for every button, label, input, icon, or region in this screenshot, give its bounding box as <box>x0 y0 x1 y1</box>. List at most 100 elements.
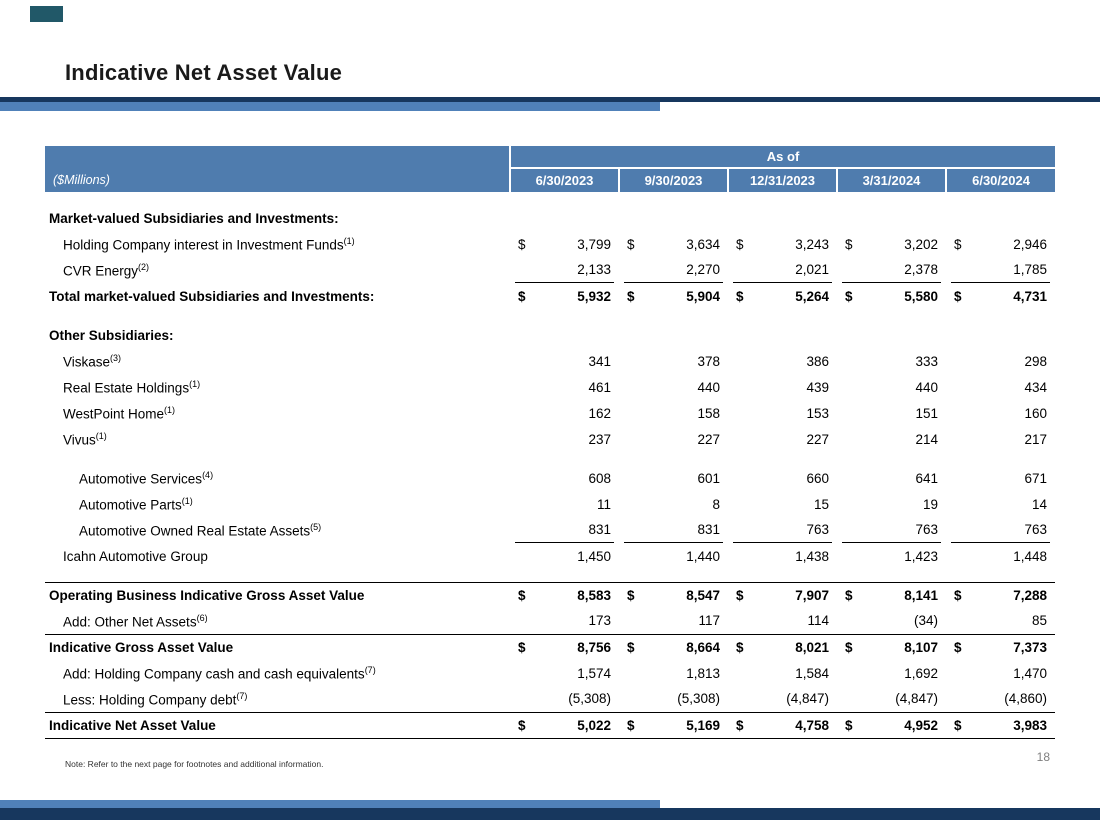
cell-value: 1,423 <box>904 548 938 564</box>
row-label: Add: Other Net Assets(6) <box>63 612 208 630</box>
footnote-marker: (1) <box>95 430 107 441</box>
value-cell: $4,731 <box>946 283 1055 309</box>
cell-value: 8 <box>712 496 720 512</box>
page-number: 18 <box>1036 750 1050 764</box>
value-cell: $5,022 <box>510 711 619 739</box>
spacer-cell <box>45 192 1055 205</box>
cell-value: 1,692 <box>904 665 938 681</box>
row-label: CVR Energy(2) <box>63 261 150 279</box>
cell-value: 461 <box>588 379 611 395</box>
currency-symbol: $ <box>518 288 526 304</box>
value-cell: 439 <box>728 374 837 400</box>
asof-label: As of <box>510 146 1056 169</box>
row-label: Indicative Gross Asset Value <box>45 633 510 660</box>
value-cell: $5,580 <box>837 283 946 309</box>
value-cell: 2,133 <box>510 257 619 283</box>
cell-value: 158 <box>697 405 720 421</box>
cell-value: 1,813 <box>686 665 720 681</box>
row-label: Holding Company interest in Investment F… <box>63 235 355 253</box>
cell-value: 85 <box>1032 613 1048 629</box>
value-cell: 151 <box>837 400 946 426</box>
cell-value: 608 <box>588 470 611 486</box>
cell-value: 1,450 <box>577 548 611 564</box>
column-header-4: 3/31/2024 <box>836 168 946 192</box>
cell-value: 641 <box>915 470 938 486</box>
value-cell: 440 <box>837 374 946 400</box>
cell-value: 439 <box>806 379 829 395</box>
cell-value: 1,438 <box>795 548 829 564</box>
cell-value: 19 <box>922 496 938 512</box>
currency-symbol: $ <box>845 717 853 733</box>
value-cell: 1,785 <box>946 257 1055 283</box>
row-label: Viskase(3) <box>63 352 122 370</box>
cell-value: 341 <box>588 353 611 369</box>
cell-value: 763 <box>806 522 829 537</box>
cell-value: 8,141 <box>904 587 938 603</box>
row-label: Automotive Parts(1) <box>79 495 193 513</box>
units-label: ($Millions) <box>45 146 511 192</box>
value-cell <box>946 322 1055 348</box>
cell-value: 3,243 <box>795 236 829 252</box>
value-cell: $3,202 <box>837 231 946 257</box>
currency-symbol: $ <box>954 639 962 655</box>
cell-value: 378 <box>697 353 720 369</box>
value-cell: 763 <box>728 517 837 543</box>
table-row: Indicative Net Asset Value $5,022 $5,169 $4… <box>45 711 1056 739</box>
value-cell: 341 <box>510 348 619 374</box>
bottom-steel-bar <box>0 800 660 808</box>
table-row: Add: Holding Company cash and cash equiv… <box>45 660 1055 686</box>
table-row: Automotive Owned Real Estate Assets(5) 83… <box>45 517 1055 543</box>
cell-value: 153 <box>806 405 829 421</box>
value-cell: 1,438 <box>728 543 837 569</box>
footnote-marker: (1) <box>189 378 201 389</box>
currency-symbol: $ <box>627 717 635 733</box>
table-header: ($Millions) As of 6/30/2023 9/30/2023 12… <box>45 146 1056 192</box>
value-cell <box>619 205 728 231</box>
column-header-5: 6/30/2024 <box>944 168 1056 192</box>
value-cell: (4,860) <box>946 686 1055 712</box>
row-label: Indicative Net Asset Value <box>45 711 510 739</box>
footnote-marker: (4) <box>202 469 214 480</box>
cell-value: 1,440 <box>686 548 720 564</box>
cell-value: 386 <box>806 353 829 369</box>
table-row: Operating Business Indicative Gross Asse… <box>45 581 1056 608</box>
spacer-cell <box>45 309 1055 322</box>
cell-value: 2,946 <box>1013 236 1048 252</box>
cell-value: 1,785 <box>1013 262 1048 277</box>
value-cell: $8,756 <box>510 633 619 660</box>
cell-value: 1,448 <box>1013 548 1048 564</box>
footnote-marker: (2) <box>138 261 150 272</box>
value-cell: 227 <box>619 426 728 452</box>
value-cell: $8,664 <box>619 633 728 660</box>
value-cell: $5,264 <box>728 283 837 309</box>
cell-value: (4,847) <box>895 691 938 707</box>
bottom-divider <box>0 800 1100 820</box>
value-cell: 378 <box>619 348 728 374</box>
cell-value: 5,264 <box>795 288 829 304</box>
cell-value: 8,547 <box>686 587 720 603</box>
value-cell: 601 <box>619 465 728 491</box>
value-cell: $3,799 <box>510 231 619 257</box>
cell-value: 8,583 <box>577 587 611 603</box>
cell-value: 11 <box>596 496 611 512</box>
value-cell <box>728 205 837 231</box>
value-cell <box>728 322 837 348</box>
currency-symbol: $ <box>736 717 744 733</box>
column-header-2: 9/30/2023 <box>618 168 728 192</box>
cell-value: 440 <box>697 379 720 395</box>
currency-symbol: $ <box>954 236 962 252</box>
cell-value: 1,584 <box>795 665 829 681</box>
value-cell: 2,021 <box>728 257 837 283</box>
value-cell: 153 <box>728 400 837 426</box>
currency-symbol: $ <box>736 236 744 252</box>
spacer-row <box>45 192 1055 205</box>
cell-value: 151 <box>915 405 938 421</box>
spacer-row <box>45 309 1055 322</box>
cell-value: 8,107 <box>904 639 938 655</box>
cell-value: 217 <box>1024 431 1048 447</box>
currency-symbol: $ <box>627 587 635 603</box>
currency-symbol: $ <box>954 288 962 304</box>
value-cell: 8 <box>619 491 728 517</box>
table-row: Vivus(1) 237 227 227 214 217 <box>45 426 1055 452</box>
value-cell: (5,308) <box>619 686 728 712</box>
